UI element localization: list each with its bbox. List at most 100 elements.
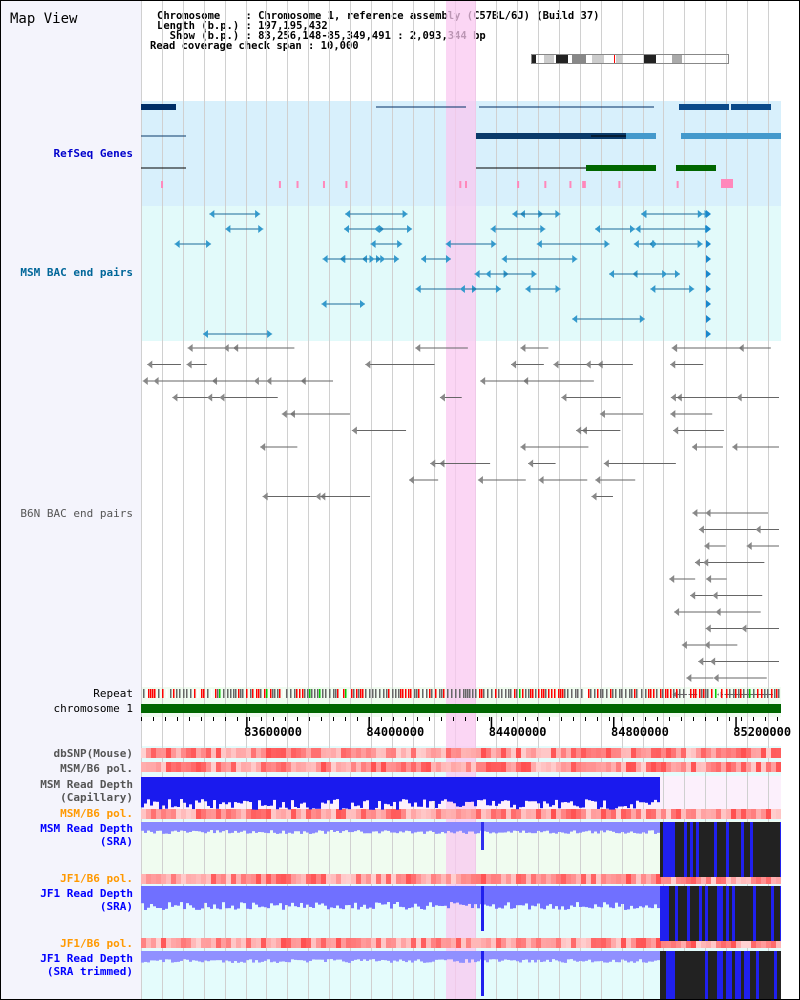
bac-end-marker[interactable] xyxy=(706,285,711,293)
bac-end-marker[interactable] xyxy=(650,285,656,293)
bac-end-marker[interactable] xyxy=(706,300,711,308)
bac-end-marker[interactable] xyxy=(536,240,542,248)
bac-end-marker[interactable] xyxy=(187,344,193,352)
bac-end-marker[interactable] xyxy=(445,240,451,248)
bac-end-marker[interactable] xyxy=(321,300,327,308)
bac-end-marker[interactable] xyxy=(672,344,678,352)
bac-end-marker[interactable] xyxy=(697,240,703,248)
bac-end-marker[interactable] xyxy=(595,225,601,233)
bac-end-marker[interactable] xyxy=(670,360,676,369)
bac-end-marker[interactable] xyxy=(147,360,153,369)
bac-end-marker[interactable] xyxy=(712,591,718,600)
bac-end-marker[interactable] xyxy=(281,410,287,418)
bac-end-marker[interactable] xyxy=(698,525,704,534)
bac-end-marker[interactable] xyxy=(674,270,680,278)
bac-end-marker[interactable] xyxy=(374,225,380,233)
bac-end-marker[interactable] xyxy=(490,225,496,233)
bac-end-marker[interactable] xyxy=(706,225,711,233)
bac-end-marker[interactable] xyxy=(351,426,357,435)
bac-end-marker[interactable] xyxy=(639,315,645,323)
bac-end-marker[interactable] xyxy=(365,360,371,369)
bac-end-marker[interactable] xyxy=(525,285,531,293)
bac-end-marker[interactable] xyxy=(572,255,578,263)
bac-end-marker[interactable] xyxy=(630,225,636,233)
bac-end-marker[interactable] xyxy=(345,210,351,218)
bac-end-marker[interactable] xyxy=(553,360,559,369)
bac-end-marker[interactable] xyxy=(409,476,415,484)
bac-end-marker[interactable] xyxy=(480,377,486,385)
bac-end-marker[interactable] xyxy=(262,492,268,501)
bac-end-marker[interactable] xyxy=(706,255,711,263)
bac-end-marker[interactable] xyxy=(633,240,639,248)
bac-end-marker[interactable] xyxy=(585,360,591,369)
bac-end-marker[interactable] xyxy=(207,393,213,402)
bac-end-marker[interactable] xyxy=(485,270,491,278)
bac-end-marker[interactable] xyxy=(491,240,497,248)
bac-end-marker[interactable] xyxy=(705,509,711,517)
bac-end-marker[interactable] xyxy=(704,542,710,550)
bac-end-marker[interactable] xyxy=(255,210,261,218)
bac-end-marker[interactable] xyxy=(609,270,615,278)
bac-end-marker[interactable] xyxy=(520,344,526,352)
bac-end-marker[interactable] xyxy=(415,285,421,293)
bac-end-marker[interactable] xyxy=(686,674,692,682)
bac-end-marker[interactable] xyxy=(691,443,697,451)
bac-end-marker[interactable] xyxy=(531,270,537,278)
bac-end-marker[interactable] xyxy=(511,360,517,369)
bac-end-marker[interactable] xyxy=(172,393,178,402)
bac-end-marker[interactable] xyxy=(430,459,436,468)
bac-end-marker[interactable] xyxy=(315,492,321,501)
bac-end-marker[interactable] xyxy=(591,492,597,501)
bac-end-marker[interactable] xyxy=(267,330,273,338)
bac-end-marker[interactable] xyxy=(495,285,501,293)
bac-end-marker[interactable] xyxy=(402,210,408,218)
bac-end-marker[interactable] xyxy=(258,225,264,233)
bac-end-marker[interactable] xyxy=(706,240,711,248)
bac-end-marker[interactable] xyxy=(397,240,403,248)
bac-end-marker[interactable] xyxy=(576,426,582,435)
bac-end-marker[interactable] xyxy=(501,255,507,263)
bac-end-marker[interactable] xyxy=(206,240,212,248)
bac-end-marker[interactable] xyxy=(322,255,328,263)
bac-end-marker[interactable] xyxy=(555,210,561,218)
bac-end-marker[interactable] xyxy=(732,443,738,451)
bac-end-marker[interactable] xyxy=(706,315,711,323)
bac-end-marker[interactable] xyxy=(540,225,546,233)
bac-end-marker[interactable] xyxy=(520,443,526,451)
bac-end-marker[interactable] xyxy=(706,575,712,583)
bac-end-marker[interactable] xyxy=(209,210,215,218)
bac-end-marker[interactable] xyxy=(477,476,483,484)
bac-end-marker[interactable] xyxy=(415,344,421,352)
bac-end-marker[interactable] xyxy=(741,624,747,633)
bac-end-marker[interactable] xyxy=(652,240,658,248)
bac-end-marker[interactable] xyxy=(604,240,610,248)
bac-end-marker[interactable] xyxy=(736,393,742,402)
bac-end-marker[interactable] xyxy=(674,608,680,616)
chromosome-ideogram[interactable] xyxy=(531,54,729,64)
bac-end-marker[interactable] xyxy=(690,591,696,600)
bac-end-marker[interactable] xyxy=(746,542,752,550)
bac-end-marker[interactable] xyxy=(253,377,259,385)
bac-end-marker[interactable] xyxy=(755,525,761,534)
bac-end-marker[interactable] xyxy=(142,377,148,385)
bac-end-marker[interactable] xyxy=(528,459,534,468)
bac-end-marker[interactable] xyxy=(394,255,400,263)
bac-end-marker[interactable] xyxy=(704,641,710,649)
bac-end-marker[interactable] xyxy=(266,377,272,385)
bac-end-marker[interactable] xyxy=(555,285,561,293)
bac-end-marker[interactable] xyxy=(641,210,647,218)
bac-end-marker[interactable] xyxy=(662,270,668,278)
bac-end-marker[interactable] xyxy=(713,674,719,682)
bac-end-marker[interactable] xyxy=(595,476,601,484)
bac-end-marker[interactable] xyxy=(407,225,413,233)
bac-end-marker[interactable] xyxy=(445,255,451,263)
bac-end-marker[interactable] xyxy=(715,608,721,616)
bac-end-marker[interactable] xyxy=(512,210,518,218)
bac-end-marker[interactable] xyxy=(219,393,225,402)
bac-end-marker[interactable] xyxy=(202,330,208,338)
bac-end-marker[interactable] xyxy=(561,393,567,402)
bac-end-marker[interactable] xyxy=(421,255,427,263)
bac-end-marker[interactable] xyxy=(344,225,350,233)
bac-end-marker[interactable] xyxy=(670,393,676,402)
bac-end-marker[interactable] xyxy=(223,344,229,352)
